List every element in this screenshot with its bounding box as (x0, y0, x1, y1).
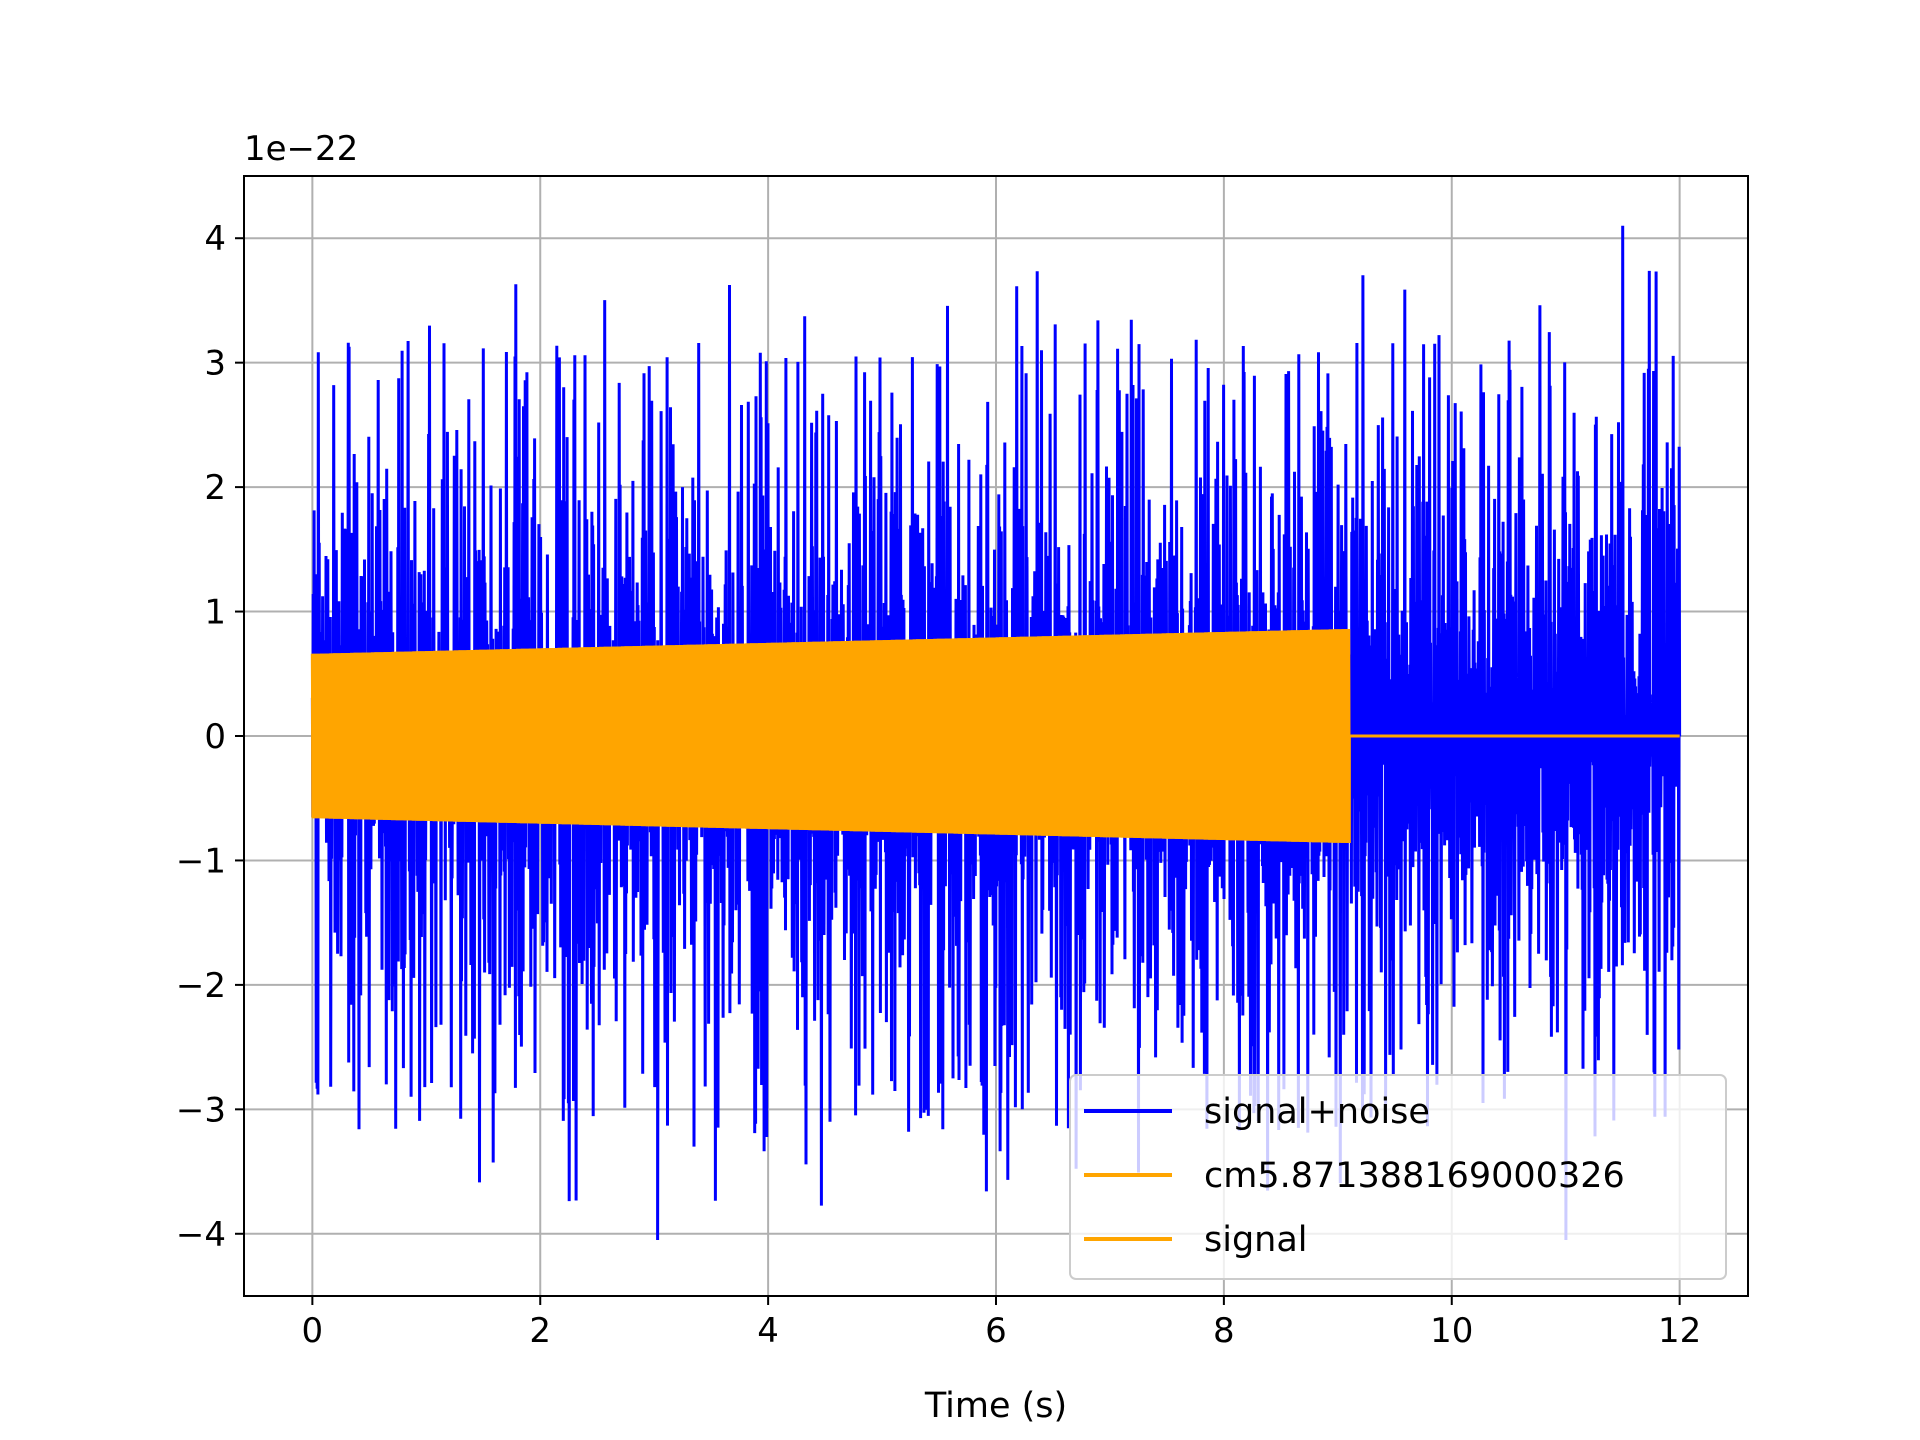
y-tick-label: 4 (204, 219, 226, 259)
x-tick-label: 4 (757, 1311, 779, 1351)
x-axis-label: Time (s) (924, 1386, 1067, 1426)
x-tick-label: 6 (985, 1311, 1007, 1351)
legend-label: signal+noise (1204, 1092, 1430, 1132)
x-tick-label: 0 (302, 1311, 324, 1351)
y-tick-label: −1 (176, 841, 226, 881)
legend: signal+noise cm5.871388169000326 signal (1069, 1074, 1727, 1280)
y-tick-label: −2 (176, 966, 226, 1006)
y-tick-label: −3 (176, 1090, 226, 1130)
legend-label: cm5.871388169000326 (1204, 1156, 1625, 1196)
y-tick-label: 1 (204, 593, 226, 633)
x-tick-label: 2 (529, 1311, 551, 1351)
x-tick-label: 8 (1213, 1311, 1235, 1351)
y-tick-label: 3 (204, 344, 226, 384)
legend-label: signal (1204, 1220, 1308, 1260)
plot-data (310, 225, 1682, 1241)
series-signal (310, 628, 1680, 844)
y-tick-label: −4 (176, 1215, 226, 1255)
x-tick-label: 12 (1658, 1311, 1701, 1351)
y-tick-label: 2 (204, 468, 226, 508)
x-tick-label: 10 (1430, 1311, 1473, 1351)
y-tick-label: 0 (204, 717, 226, 757)
legend-box (1069, 1074, 1727, 1280)
y-offset-label: 1e−22 (244, 129, 358, 169)
